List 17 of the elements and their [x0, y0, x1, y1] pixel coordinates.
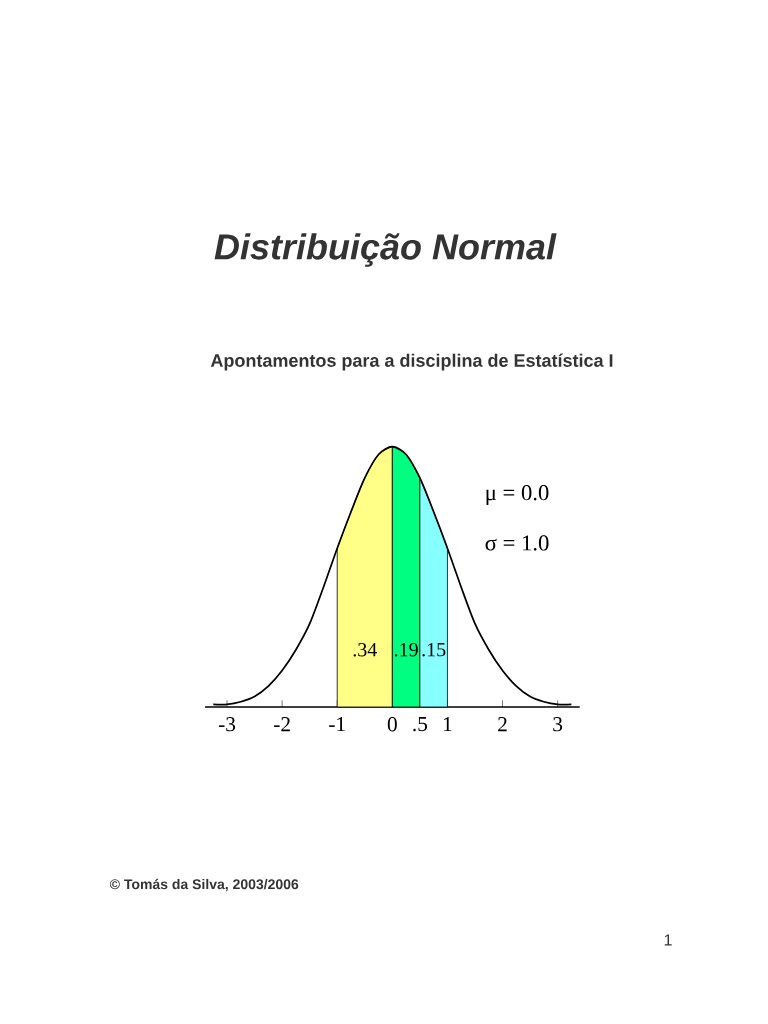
x-tick-label: .5 [413, 717, 428, 732]
text: 1 [664, 934, 672, 946]
annotation: μ = 0.0 [486, 485, 549, 505]
x-tick-label: 0 [387, 717, 397, 732]
band-label: .34 [353, 642, 377, 657]
chart-title: Distribuição Normal [214, 233, 557, 267]
x-tick-label: 2 [498, 717, 507, 732]
x-tick-label: -2 [274, 717, 290, 732]
chart-subtitle: Apontamentos para a disciplina de Estatística I [210, 353, 613, 371]
annotation: σ = 1.0 [485, 535, 549, 551]
x-tick-label: 3 [553, 717, 563, 732]
x-tick-label: 1 [443, 717, 452, 732]
band-label: .19 [394, 642, 418, 657]
text: © Tomás da Silva, 2003/2006 [109, 878, 299, 892]
band-label: .15 [422, 642, 446, 657]
x-tick-label: -1 [329, 717, 345, 732]
x-tick-label: -3 [218, 717, 236, 732]
